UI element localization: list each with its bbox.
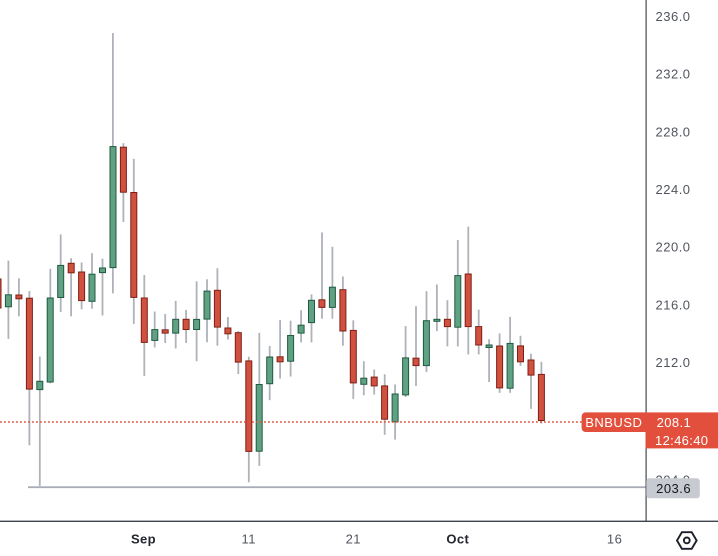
svg-text:Oct: Oct	[446, 531, 469, 546]
svg-text:212.0: 212.0	[656, 355, 691, 370]
svg-text:12:46:40: 12:46:40	[655, 433, 708, 448]
svg-text:203.6: 203.6	[656, 481, 691, 496]
svg-text:224.0: 224.0	[656, 182, 691, 197]
svg-text:228.0: 228.0	[656, 124, 691, 139]
svg-text:216.0: 216.0	[656, 297, 691, 312]
svg-text:236.0: 236.0	[656, 9, 691, 24]
svg-text:Sep: Sep	[131, 531, 156, 546]
svg-text:208.1: 208.1	[657, 415, 692, 430]
svg-text:21: 21	[346, 531, 361, 546]
svg-text:BNBUSD: BNBUSD	[585, 415, 642, 430]
svg-text:220.0: 220.0	[656, 240, 691, 255]
svg-text:11: 11	[242, 531, 257, 546]
svg-text:232.0: 232.0	[656, 67, 691, 82]
svg-text:16: 16	[607, 531, 622, 546]
